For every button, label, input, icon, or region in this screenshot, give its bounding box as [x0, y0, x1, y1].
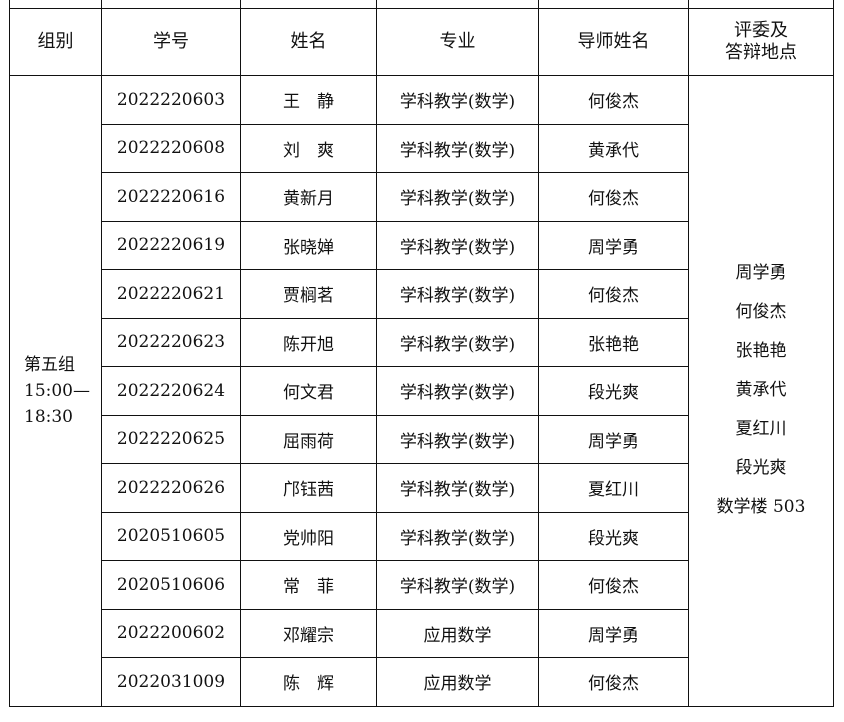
table-row: 2022220621 贾榈茗 学科教学(数学) 何俊杰	[10, 269, 834, 319]
student-name-cell: 邝钰茜	[240, 463, 377, 513]
major-cell: 学科教学(数学)	[376, 123, 539, 173]
header-student-id: 学号	[101, 8, 241, 76]
major-cell: 学科教学(数学)	[376, 75, 539, 125]
committee-entry: 段光爽	[735, 458, 787, 479]
header-advisor: 导师姓名	[538, 8, 689, 76]
column-divider	[240, 0, 241, 8]
committee-entry: 何俊杰	[735, 302, 787, 323]
major-cell: 学科教学(数学)	[376, 366, 539, 416]
group-name: 第五组	[24, 354, 75, 375]
table-row: 2022220619 张晓婵 学科教学(数学) 周学勇	[10, 220, 834, 270]
column-divider	[688, 0, 689, 8]
group-time-end: 18:30	[24, 406, 73, 427]
header-committee-location: 评委及 答辩地点	[688, 8, 834, 76]
advisor-cell: 段光爽	[538, 511, 689, 561]
student-id-cell: 2022031009	[101, 657, 241, 707]
major-cell: 学科教学(数学)	[376, 317, 539, 367]
column-divider	[101, 0, 102, 8]
committee-entry: 张艳艳	[735, 341, 787, 362]
student-name-cell: 刘 爽	[240, 123, 377, 173]
advisor-cell: 何俊杰	[538, 75, 689, 125]
advisor-cell: 何俊杰	[538, 269, 689, 319]
major-cell: 应用数学	[376, 657, 539, 707]
advisor-cell: 周学勇	[538, 220, 689, 270]
student-name-cell: 陈开旭	[240, 317, 377, 367]
header-row: 组别 学号 姓名 专业 导师姓名 评委及 答辩地点	[9, 8, 834, 76]
student-id-cell: 2020510606	[101, 560, 241, 610]
advisor-cell: 何俊杰	[538, 657, 689, 707]
student-name-cell: 何文君	[240, 366, 377, 416]
student-name-cell: 张晓婵	[240, 220, 377, 270]
header-name: 姓名	[240, 8, 377, 76]
advisor-cell: 段光爽	[538, 366, 689, 416]
student-id-cell: 2022220625	[101, 414, 241, 464]
student-name-cell: 黄新月	[240, 172, 377, 222]
column-divider	[9, 0, 10, 8]
student-name-cell: 屈雨荷	[240, 414, 377, 464]
student-name-cell: 王 静	[240, 75, 377, 125]
committee-entry: 周学勇	[735, 263, 787, 284]
major-cell: 学科教学(数学)	[376, 560, 539, 610]
student-id-cell: 2022220621	[101, 269, 241, 319]
major-cell: 学科教学(数学)	[376, 172, 539, 222]
student-id-cell: 2022220624	[101, 366, 241, 416]
group-cell: 第五组 15:00— 18:30	[9, 75, 102, 707]
table-row: 第五组 15:00— 18:30 2022220603 王 静学科教学(数学) 何俊杰 周学…	[9, 75, 834, 707]
major-cell: 学科教学(数学)	[376, 463, 539, 513]
committee-entry: 夏红川	[735, 419, 787, 440]
student-id-cell: 2022220603	[101, 75, 241, 125]
table-row: 2022200602 邓耀宗 应用数学 周学勇	[10, 608, 834, 658]
group-time-start: 15:00—	[24, 380, 90, 401]
committee-entry: 数学楼 503	[716, 497, 806, 518]
column-divider	[833, 0, 834, 8]
table-row: 2022220616 黄新月 学科教学(数学) 何俊杰	[10, 172, 834, 222]
major-cell: 学科教学(数学)	[376, 414, 539, 464]
student-id-cell: 2022220626	[101, 463, 241, 513]
column-divider	[538, 0, 539, 8]
advisor-cell: 何俊杰	[538, 172, 689, 222]
student-id-cell: 2022220619	[101, 220, 241, 270]
student-name-cell: 常 菲	[240, 560, 377, 610]
student-name-cell: 邓耀宗	[240, 608, 377, 658]
table-row: 2022220623 陈开旭 学科教学(数学) 张艳艳	[10, 317, 834, 367]
student-name-cell: 陈 辉	[240, 657, 377, 707]
student-id-cell: 2022200602	[101, 608, 241, 658]
student-name-cell: 党帅阳	[240, 511, 377, 561]
student-id-cell: 2022220623	[101, 317, 241, 367]
student-id-cell: 2022220608	[101, 123, 241, 173]
advisor-cell: 周学勇	[538, 608, 689, 658]
table-row: 2022220626 邝钰茜 学科教学(数学) 夏红川	[10, 463, 834, 513]
defense-schedule-table: 组别 学号 姓名 专业 导师姓名 评委及 答辩地点 第五组 15:00— 18:30…	[9, 8, 834, 707]
advisor-cell: 夏红川	[538, 463, 689, 513]
advisor-cell: 周学勇	[538, 414, 689, 464]
column-divider	[376, 0, 377, 8]
table-row: 2022220608 刘 爽学科教学(数学) 黄承代	[10, 123, 834, 173]
student-name-cell: 贾榈茗	[240, 269, 377, 319]
header-major: 专业	[376, 8, 539, 76]
committee-cell: 周学勇何俊杰张艳艳黄承代夏红川段光爽数学楼 503	[688, 75, 834, 707]
student-id-cell: 2022220616	[101, 172, 241, 222]
advisor-cell: 黄承代	[538, 123, 689, 173]
student-id-cell: 2020510605	[101, 511, 241, 561]
major-cell: 学科教学(数学)	[376, 269, 539, 319]
advisor-cell: 张艳艳	[538, 317, 689, 367]
major-cell: 学科教学(数学)	[376, 511, 539, 561]
table-row: 2022220624 何文君 学科教学(数学) 段光爽	[10, 366, 834, 416]
major-cell: 应用数学	[376, 608, 539, 658]
table-row: 2022031009 陈 辉应用数学 何俊杰	[10, 657, 834, 707]
committee-entry: 黄承代	[735, 380, 787, 401]
header-group: 组别	[9, 8, 102, 76]
advisor-cell: 何俊杰	[538, 560, 689, 610]
major-cell: 学科教学(数学)	[376, 220, 539, 270]
table-row: 2022220625 屈雨荷 学科教学(数学) 周学勇	[10, 414, 834, 464]
